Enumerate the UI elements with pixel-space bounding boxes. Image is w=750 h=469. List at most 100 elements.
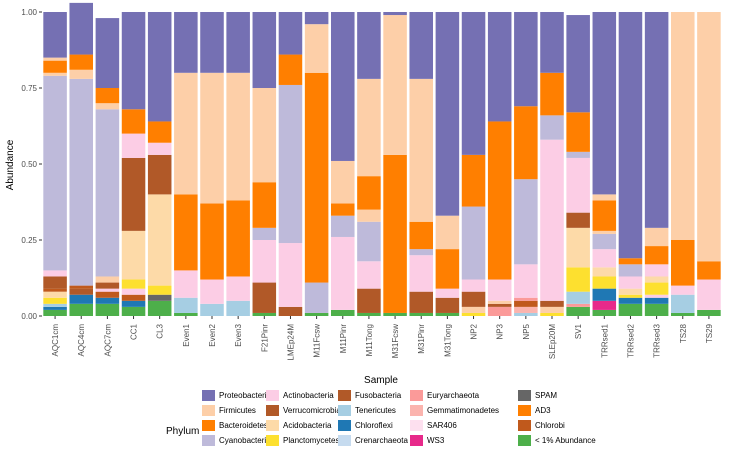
bar-segment bbox=[514, 306, 538, 313]
bar-Even2 bbox=[200, 12, 224, 316]
legend-swatch bbox=[202, 435, 215, 446]
bar-segment bbox=[304, 24, 329, 73]
bar-segment bbox=[671, 294, 695, 313]
bar-TRRsed1 bbox=[592, 12, 617, 316]
bar-segment bbox=[69, 294, 93, 304]
legend-swatch bbox=[410, 435, 423, 446]
bar-segment bbox=[409, 12, 433, 79]
bar-segment bbox=[592, 200, 617, 231]
legend-label: Verrucomicrobia bbox=[283, 406, 341, 415]
bar-segment bbox=[435, 249, 460, 289]
bar-segment bbox=[540, 300, 564, 307]
bar-segment bbox=[278, 243, 303, 307]
legend-label: < 1% Abundance bbox=[535, 436, 596, 445]
bar-segment bbox=[435, 288, 460, 298]
bar-segment bbox=[435, 12, 460, 216]
legend: Proteobacteria Firmicutes Bacteroidetes Cya… bbox=[202, 390, 596, 446]
bar-segment bbox=[357, 261, 381, 289]
legend-label: Crenarchaeota bbox=[355, 436, 408, 445]
legend-item: Fusobacteria bbox=[338, 390, 402, 401]
bar-segment bbox=[540, 306, 564, 313]
bar-segment bbox=[174, 194, 198, 271]
bar-segment bbox=[304, 12, 329, 25]
legend-item: Chloroflexi bbox=[338, 420, 393, 431]
x-tick-label: F21Pinr bbox=[260, 324, 269, 352]
bar-segment bbox=[409, 255, 433, 292]
x-axis-title: Sample bbox=[364, 375, 398, 386]
bar-Even1 bbox=[174, 12, 198, 316]
bar-segment bbox=[174, 312, 198, 316]
bar-segment bbox=[331, 203, 355, 216]
bar-segment bbox=[121, 230, 146, 280]
bar-segment bbox=[592, 267, 617, 277]
bar-segment bbox=[95, 109, 120, 277]
bar-segment bbox=[357, 312, 381, 316]
bar-segment bbox=[487, 279, 512, 301]
legend-swatch bbox=[518, 390, 531, 401]
bar-segment bbox=[671, 312, 695, 316]
bar-segment bbox=[487, 303, 512, 307]
x-tick-label: M11Tong bbox=[365, 324, 374, 356]
legend-item: Proteobacteria bbox=[202, 390, 272, 401]
x-tick-label: CL3 bbox=[156, 323, 165, 338]
bar-segment bbox=[252, 88, 277, 183]
bar-segment bbox=[95, 303, 120, 316]
bar-LMEp24M bbox=[278, 12, 303, 316]
bar-segment bbox=[147, 285, 172, 295]
bar-segment bbox=[487, 12, 512, 122]
bar-Even3 bbox=[226, 12, 250, 316]
bar-segment bbox=[43, 309, 67, 316]
legend-item: Bacteroidetes bbox=[202, 420, 268, 431]
bar-segment bbox=[618, 303, 643, 316]
bar-segment bbox=[383, 312, 407, 316]
legend-swatch bbox=[410, 390, 423, 401]
bar-segment bbox=[461, 306, 486, 313]
bar-M31Tong bbox=[435, 12, 460, 316]
bar-segment bbox=[357, 209, 381, 222]
bar-segment bbox=[566, 227, 590, 268]
bar-segment bbox=[566, 267, 590, 292]
bar-TS28 bbox=[671, 12, 695, 316]
legend-item: Euryarchaeota bbox=[410, 390, 480, 401]
bar-segment bbox=[487, 306, 512, 316]
bar-segment bbox=[226, 72, 250, 201]
bar-segment bbox=[618, 12, 643, 259]
bar-segment bbox=[461, 154, 486, 207]
bar-segment bbox=[200, 12, 224, 73]
bar-segment bbox=[43, 306, 67, 310]
bar-segment bbox=[147, 121, 172, 143]
bar-segment bbox=[331, 309, 355, 316]
bar-SV1 bbox=[566, 15, 590, 316]
bar-segment bbox=[644, 282, 669, 295]
x-tick-label: SLEp20M bbox=[548, 324, 557, 359]
bar-segment bbox=[278, 54, 303, 85]
bar-TS29 bbox=[697, 12, 721, 316]
bar-TRRsed3 bbox=[644, 12, 669, 316]
bar-segment bbox=[409, 312, 433, 316]
bar-segment bbox=[121, 12, 146, 110]
bar-segment bbox=[618, 297, 643, 304]
bar-segment bbox=[514, 179, 538, 265]
bar-SLEp20M bbox=[540, 12, 564, 316]
x-tick-label: Even2 bbox=[208, 323, 217, 346]
bar-segment bbox=[461, 291, 486, 307]
bar-segment bbox=[409, 291, 433, 313]
legend-item: Cyanobacteria bbox=[202, 435, 271, 446]
legend-item: Crenarchaeota bbox=[338, 435, 408, 446]
bar-segment bbox=[147, 294, 172, 301]
bar-segment bbox=[43, 60, 67, 73]
bar-NP3 bbox=[487, 12, 512, 316]
bar-segment bbox=[69, 69, 93, 79]
bar-M11Pinr bbox=[331, 12, 355, 316]
bar-segment bbox=[252, 182, 277, 228]
bar-segment bbox=[226, 300, 250, 316]
legend-label: Chlorobi bbox=[535, 421, 565, 430]
x-tick-label: M11Fcsw bbox=[313, 324, 322, 358]
x-tick-label: AQC4cm bbox=[77, 324, 86, 357]
bar-segment bbox=[540, 72, 564, 116]
bar-segment bbox=[618, 258, 643, 265]
bar-NP5 bbox=[514, 12, 538, 316]
legend-item: Planctomycetes bbox=[266, 435, 339, 446]
bar-segment bbox=[592, 276, 617, 289]
